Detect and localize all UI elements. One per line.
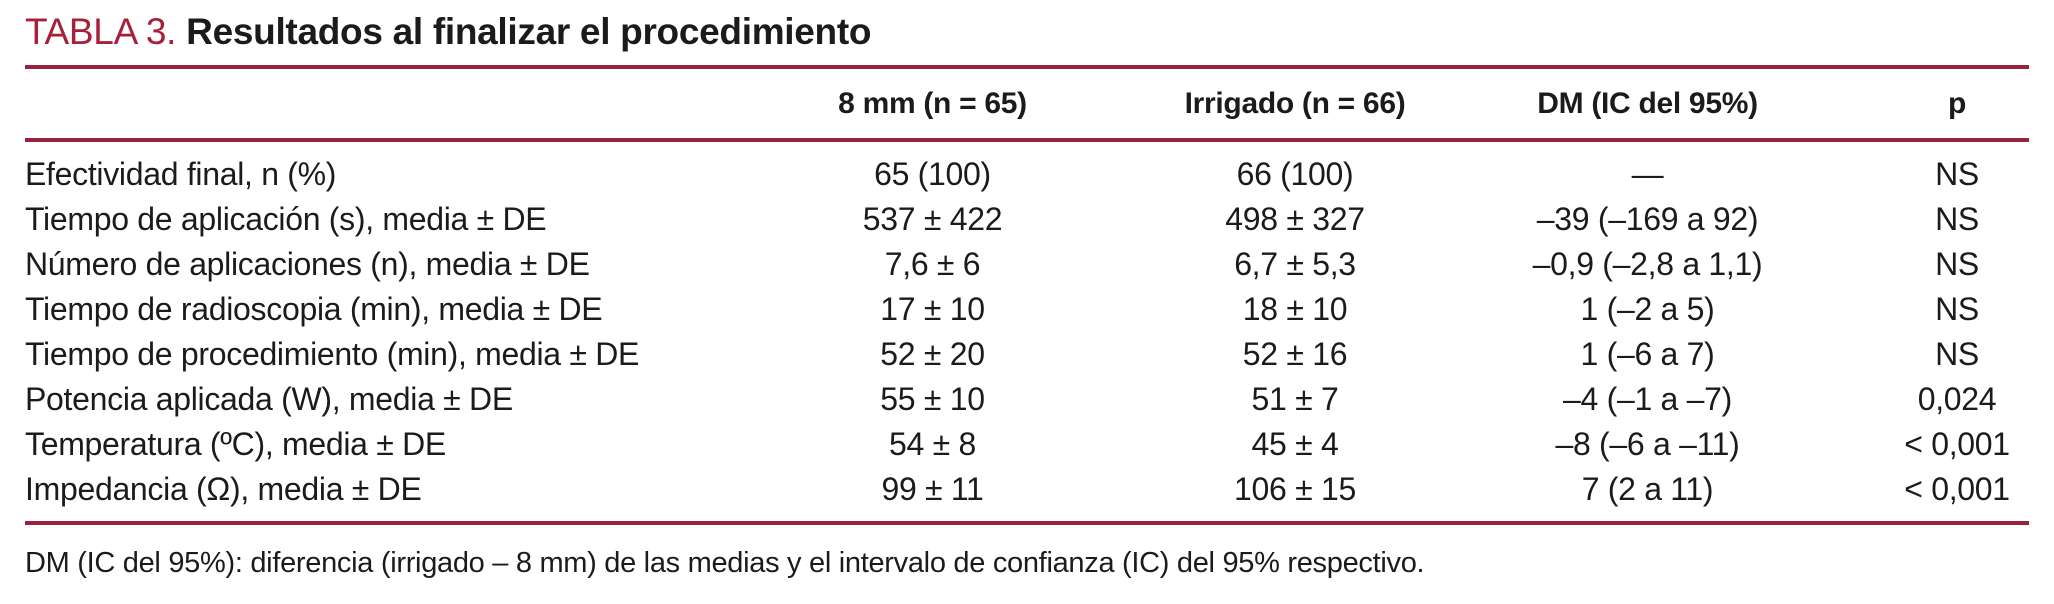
cell-dm: –8 (–6 a –11): [1555, 426, 1740, 462]
table-row: Temperatura (ºC), media ± DE 54 ± 8 45 ±…: [0, 422, 2054, 467]
row-label: Potencia aplicada (W), media ± DE: [25, 381, 513, 417]
cell-p: NS: [1935, 201, 1979, 237]
cell-dm: –0,9 (–2,8 a 1,1): [1532, 246, 1763, 282]
rule-header: [25, 138, 2029, 142]
paper-table-figure: TABLA 3. Resultados al finalizar el proce…: [0, 13, 2054, 604]
row-label: Tiempo de aplicación (s), media ± DE: [25, 201, 547, 237]
cell-8mm: 54 ± 8: [889, 426, 976, 462]
rule-bottom: [25, 521, 2029, 525]
header-row: 8 mm (n = 65) Irrigado (n = 66) DM (IC d…: [0, 69, 2054, 138]
row-label: Tiempo de radioscopia (min), media ± DE: [25, 291, 603, 327]
table-title: TABLA 3. Resultados al finalizar el proce…: [25, 13, 2054, 51]
table-row: Número de aplicaciones (n), media ± DE 7…: [0, 242, 2054, 287]
cell-p: NS: [1935, 291, 1979, 327]
table-body: Efectividad final, n (%) 65 (100) 66 (10…: [0, 142, 2054, 521]
table-row: Tiempo de radioscopia (min), media ± DE …: [0, 287, 2054, 332]
cell-dm: —: [1631, 156, 1664, 192]
cell-irrigado: 106 ± 15: [1234, 471, 1356, 507]
cell-p: < 0,001: [1904, 471, 2010, 507]
row-label: Impedancia (Ω), media ± DE: [25, 471, 422, 507]
cell-p: < 0,001: [1904, 426, 2010, 462]
row-label: Temperatura (ºC), media ± DE: [25, 426, 446, 462]
table-caption: Resultados al finalizar el procedimiento: [186, 11, 872, 52]
cell-8mm: 55 ± 10: [880, 381, 985, 417]
cell-irrigado: 51 ± 7: [1251, 381, 1339, 417]
cell-8mm: 17 ± 10: [880, 291, 985, 327]
row-label: Efectividad final, n (%): [25, 156, 337, 192]
cell-p: NS: [1935, 156, 1979, 192]
table-row: Potencia aplicada (W), media ± DE 55 ± 1…: [0, 377, 2054, 422]
cell-irrigado: 52 ± 16: [1242, 336, 1348, 372]
table-number-label: TABLA 3.: [25, 11, 177, 52]
row-label: Tiempo de procedimiento (min), media ± D…: [25, 336, 640, 372]
cell-dm: 1 (–2 a 5): [1580, 291, 1715, 327]
column-header-irrigado: Irrigado (n = 66): [1184, 87, 1406, 120]
cell-irrigado: 498 ± 327: [1225, 201, 1365, 237]
cell-8mm: 537 ± 422: [862, 201, 1003, 237]
cell-dm: 1 (–6 a 7): [1580, 336, 1715, 372]
cell-irrigado: 18 ± 10: [1242, 291, 1348, 327]
footnote: DM (IC del 95%): diferencia (irrigado – …: [25, 547, 1425, 579]
table-row: Impedancia (Ω), media ± DE 99 ± 11 106 ±…: [0, 467, 2054, 512]
cell-p: NS: [1935, 246, 1979, 282]
cell-dm: –39 (–169 a 92): [1536, 201, 1759, 237]
cell-8mm: 52 ± 20: [880, 336, 985, 372]
cell-dm: 7 (2 a 11): [1581, 471, 1714, 507]
cell-8mm: 65 (100): [874, 156, 991, 192]
cell-p: 0,024: [1917, 381, 1997, 417]
table-row: Tiempo de aplicación (s), media ± DE 537…: [0, 197, 2054, 242]
cell-irrigado: 45 ± 4: [1251, 426, 1339, 462]
cell-irrigado: 66 (100): [1236, 156, 1354, 192]
column-header-p: p: [1947, 87, 1967, 120]
cell-8mm: 99 ± 11: [881, 471, 984, 507]
cell-irrigado: 6,7 ± 5,3: [1234, 246, 1356, 282]
cell-8mm: 7,6 ± 6: [884, 246, 981, 282]
table-row: Tiempo de procedimiento (min), media ± D…: [0, 332, 2054, 377]
column-header-8mm: 8 mm (n = 65): [838, 87, 1027, 120]
cell-dm: –4 (–1 a –7): [1563, 381, 1732, 417]
cell-p: NS: [1935, 336, 1979, 372]
table-row: Efectividad final, n (%) 65 (100) 66 (10…: [0, 152, 2054, 197]
row-label: Número de aplicaciones (n), media ± DE: [25, 246, 590, 282]
rule-top: [25, 65, 2029, 69]
column-header-dm: DM (IC del 95%): [1537, 87, 1758, 120]
